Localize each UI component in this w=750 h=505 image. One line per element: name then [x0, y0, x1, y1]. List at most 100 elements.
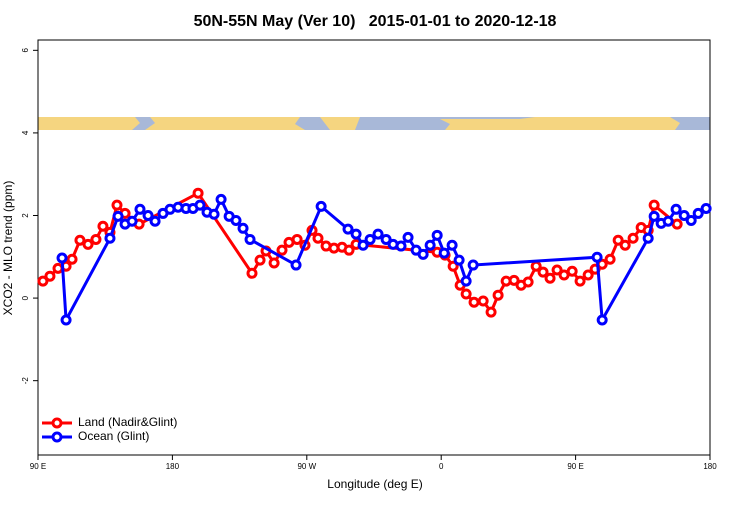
point — [438, 247, 450, 259]
point — [566, 265, 578, 277]
land-band — [320, 117, 360, 130]
legend-label: Ocean (Glint) — [78, 429, 149, 443]
x-tick-label: 90 E — [30, 462, 46, 471]
point — [522, 276, 534, 288]
point — [648, 210, 660, 222]
point — [460, 288, 472, 300]
point — [364, 233, 376, 245]
point — [453, 254, 465, 266]
point — [215, 193, 227, 205]
x-tick-label: 90 E — [567, 462, 583, 471]
point — [467, 259, 479, 271]
point — [544, 272, 556, 284]
point — [142, 209, 154, 221]
point — [315, 200, 327, 212]
point — [357, 239, 369, 251]
point — [395, 240, 407, 252]
point — [692, 207, 704, 219]
point — [74, 234, 86, 246]
point — [343, 244, 355, 256]
point — [90, 233, 102, 245]
point — [678, 209, 690, 221]
point — [619, 239, 631, 251]
x-tick-label: 180 — [703, 462, 717, 471]
point — [66, 253, 78, 265]
point — [82, 238, 94, 250]
point — [246, 267, 258, 279]
point — [230, 214, 242, 226]
point — [582, 269, 594, 281]
point — [112, 210, 124, 222]
chart-title: 50N-55N May (Ver 10) 2015-01-01 to 2020-… — [194, 13, 557, 30]
point — [237, 222, 249, 234]
point — [244, 233, 256, 245]
land-band — [440, 117, 680, 130]
land-band — [38, 117, 140, 130]
point — [290, 259, 302, 271]
point — [208, 208, 220, 220]
point — [591, 251, 603, 263]
y-tick-label: 6 — [21, 48, 30, 53]
point — [627, 232, 639, 244]
land-band — [145, 117, 305, 130]
point — [268, 257, 280, 269]
plot-frame — [37, 39, 711, 456]
point — [380, 233, 392, 245]
point — [648, 199, 660, 211]
legend-marker — [51, 417, 63, 429]
point — [460, 275, 472, 287]
point — [97, 220, 109, 232]
point — [312, 232, 324, 244]
point — [670, 203, 682, 215]
point — [574, 275, 586, 287]
y-tick-label: 0 — [21, 295, 30, 300]
map-strip — [38, 117, 710, 130]
point — [468, 296, 480, 308]
x-tick-label: 0 — [439, 462, 444, 471]
point — [194, 199, 206, 211]
y-axis-label: XCO2 - MLO trend (ppm) — [1, 181, 15, 316]
point — [342, 223, 354, 235]
point — [372, 228, 384, 240]
point — [56, 252, 68, 264]
legend-marker — [51, 431, 63, 443]
y-tick-label: -2 — [21, 377, 30, 385]
point — [485, 306, 497, 318]
point — [417, 248, 429, 260]
y-tick-label: 2 — [21, 213, 30, 218]
point — [492, 289, 504, 301]
point — [60, 314, 72, 326]
point — [149, 215, 161, 227]
point — [424, 239, 436, 251]
point — [446, 239, 458, 251]
point — [192, 187, 204, 199]
point — [537, 266, 549, 278]
point — [350, 228, 362, 240]
point — [558, 269, 570, 281]
point — [37, 275, 49, 287]
point — [671, 218, 683, 230]
x-tick-label: 90 W — [297, 462, 316, 471]
x-axis-label: Longitude (deg E) — [327, 477, 422, 491]
point — [276, 244, 288, 256]
point — [126, 215, 138, 227]
point — [477, 295, 489, 307]
point — [685, 214, 697, 226]
point — [44, 270, 56, 282]
point — [662, 215, 674, 227]
point — [642, 232, 654, 244]
x-tick-label: 180 — [166, 462, 180, 471]
point — [447, 260, 459, 272]
point — [431, 229, 443, 241]
point — [508, 274, 520, 286]
point — [291, 233, 303, 245]
point — [402, 231, 414, 243]
point — [700, 202, 712, 214]
point — [254, 254, 266, 266]
point — [612, 234, 624, 246]
legend-label: Land (Nadir&Glint) — [78, 415, 177, 429]
point — [551, 264, 563, 276]
y-tick-label: 4 — [21, 130, 30, 135]
